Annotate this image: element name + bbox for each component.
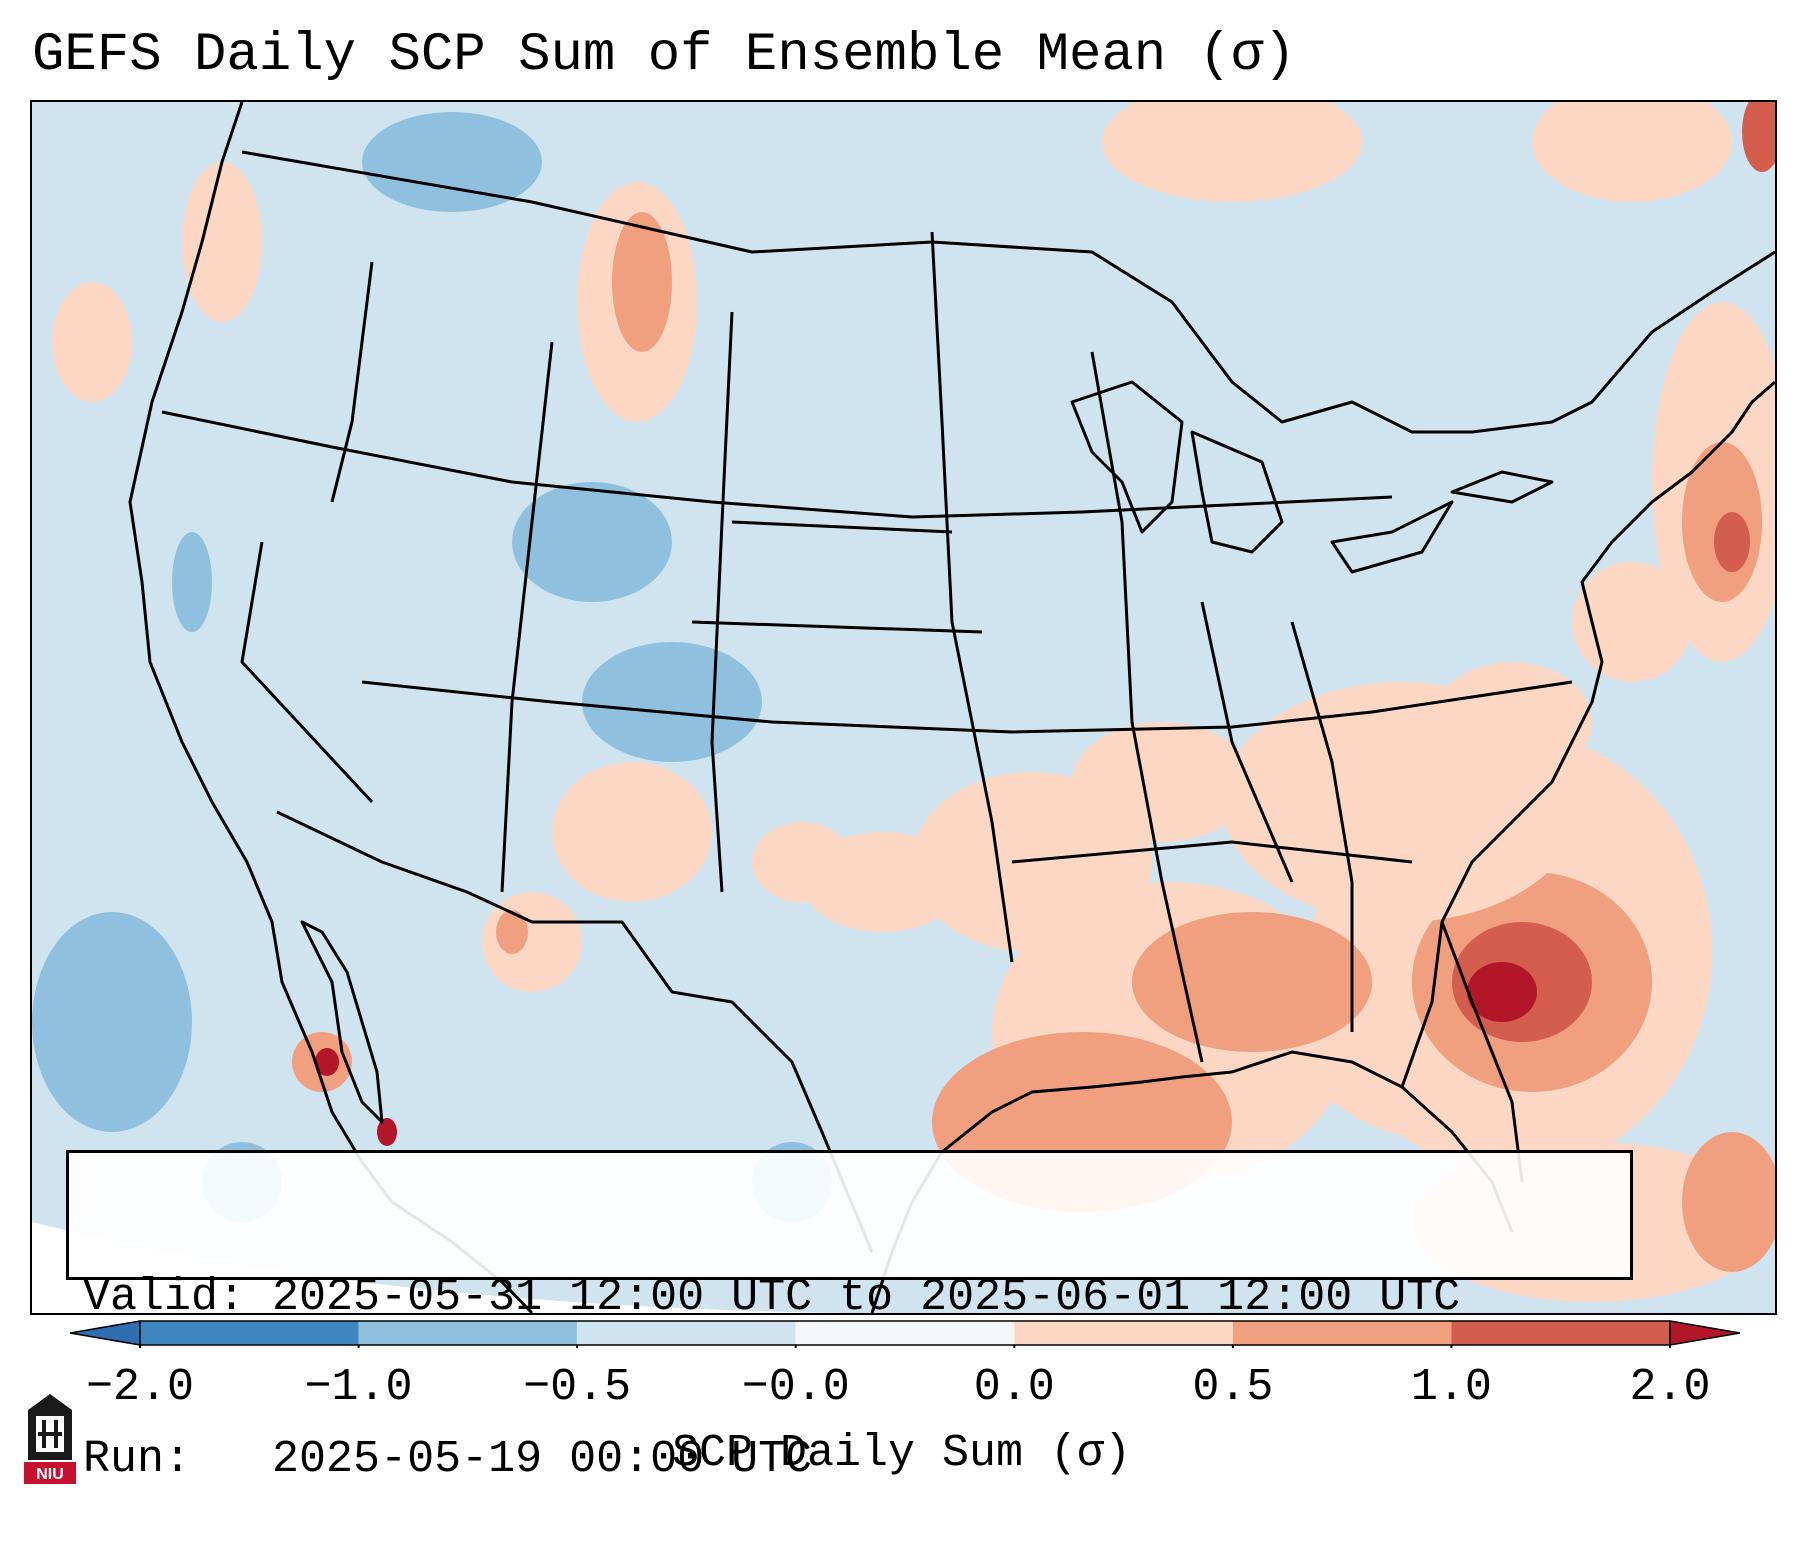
scp-anomaly-region — [1132, 912, 1372, 1052]
colorbar-segment — [1014, 1321, 1233, 1345]
colorbar-tick-label: 2.0 — [1629, 1362, 1711, 1413]
colorbar-extend-low — [69, 1320, 141, 1346]
run-row: Run: 2025-05-19 00:00 UTC — [83, 1433, 1630, 1487]
state-line-12 — [691, 620, 983, 634]
state-line-4 — [500, 341, 554, 893]
colorbar-tick-label: −1.0 — [304, 1362, 413, 1413]
colorbar-segment — [1232, 1321, 1452, 1345]
scp-anomaly-region — [496, 910, 528, 954]
projection-edge — [32, 1222, 1032, 1313]
colorbar-label: SCP Daily Sum (σ) — [671, 1428, 1132, 1479]
colorbar-tick-label: 0.5 — [1192, 1362, 1274, 1413]
scp-anomaly-region — [377, 1118, 397, 1146]
colorbar-segment — [795, 1321, 1015, 1345]
canada-border — [241, 150, 1775, 434]
scp-anomaly-region — [172, 532, 212, 632]
valid-value: 2025-05-31 12:00 UTC to 2025-06-01 12:00… — [272, 1272, 1461, 1323]
niu-logo: NIU — [20, 1390, 80, 1486]
state-line-6 — [930, 231, 1014, 963]
chart-title: GEFS Daily SCP Sum of Ensemble Mean (σ) — [32, 25, 1296, 86]
valid-label: Valid: — [83, 1272, 246, 1323]
colorbar-tick-label: −0.5 — [523, 1362, 632, 1413]
scp-anomaly-region — [1467, 962, 1537, 1022]
map-panel — [30, 100, 1777, 1315]
niu-logo-icon: NIU — [24, 1394, 76, 1484]
state-line-10 — [240, 541, 374, 804]
scp-anomaly-region — [32, 912, 192, 1132]
state-line-9 — [1290, 621, 1354, 1032]
scp-anomaly-region — [52, 282, 132, 402]
scp-anomaly-region — [315, 1048, 339, 1076]
state-line-7 — [1090, 351, 1204, 1063]
colorbar-tick-label: −2.0 — [85, 1362, 195, 1413]
colorbar-segment — [358, 1321, 578, 1345]
colorbar — [69, 1318, 1741, 1348]
scp-anomaly-region — [582, 642, 762, 762]
scp-anomaly-region — [1432, 662, 1592, 782]
scp-anomaly-region — [612, 212, 672, 352]
state-line-3 — [330, 261, 374, 503]
niu-logo-text: NIU — [36, 1466, 64, 1483]
colorbar-tick-label: 0.0 — [973, 1362, 1055, 1413]
colorbar-tick-label: −0.0 — [741, 1362, 850, 1413]
scp-map — [32, 102, 1775, 1313]
scp-anomaly-region — [1532, 102, 1732, 202]
scp-anomaly-region — [552, 762, 712, 902]
run-value: 2025-05-19 00:00 UTC — [272, 1434, 813, 1485]
state-line-1 — [161, 410, 1393, 519]
scp-anomaly-region — [362, 112, 542, 212]
scp-anomaly-region — [1742, 102, 1775, 172]
scp-anomaly-region — [1072, 722, 1252, 842]
scp-anomaly-region — [1682, 1132, 1775, 1272]
scp-anomaly-region — [512, 482, 672, 602]
scp-anomaly-region — [1102, 102, 1362, 202]
baja-peninsula — [300, 920, 384, 1124]
colorbar-extend-high — [1669, 1320, 1741, 1346]
run-label: Run: — [83, 1434, 192, 1485]
colorbar-tick-label: 1.0 — [1410, 1362, 1492, 1413]
state-line-8 — [1200, 601, 1294, 883]
great-lakes — [1070, 380, 1554, 574]
valid-row: Valid: 2025-05-31 12:00 UTC to 2025-06-0… — [83, 1271, 1630, 1325]
atlantic-coast — [1440, 380, 1775, 923]
colorbar-outline — [139, 1320, 1671, 1346]
state-line-11 — [731, 520, 953, 534]
colorbar-segment — [140, 1321, 359, 1345]
state-line-13 — [1011, 840, 1413, 864]
state-line-2 — [361, 680, 1573, 734]
scp-anomaly-region — [182, 162, 262, 322]
scp-anomaly-region — [752, 822, 852, 902]
florida — [1400, 920, 1524, 1183]
scp-anomaly-region — [1572, 562, 1692, 682]
colorbar-svg — [69, 1320, 1741, 1348]
valid-run-info-box: Valid: 2025-05-31 12:00 UTC to 2025-06-0… — [66, 1150, 1633, 1485]
mexico-border — [276, 810, 874, 1253]
colorbar-segment — [1451, 1321, 1670, 1345]
state-line-5 — [710, 311, 734, 893]
scp-anomaly-region — [1714, 512, 1750, 572]
colorbar-segment — [577, 1321, 796, 1345]
